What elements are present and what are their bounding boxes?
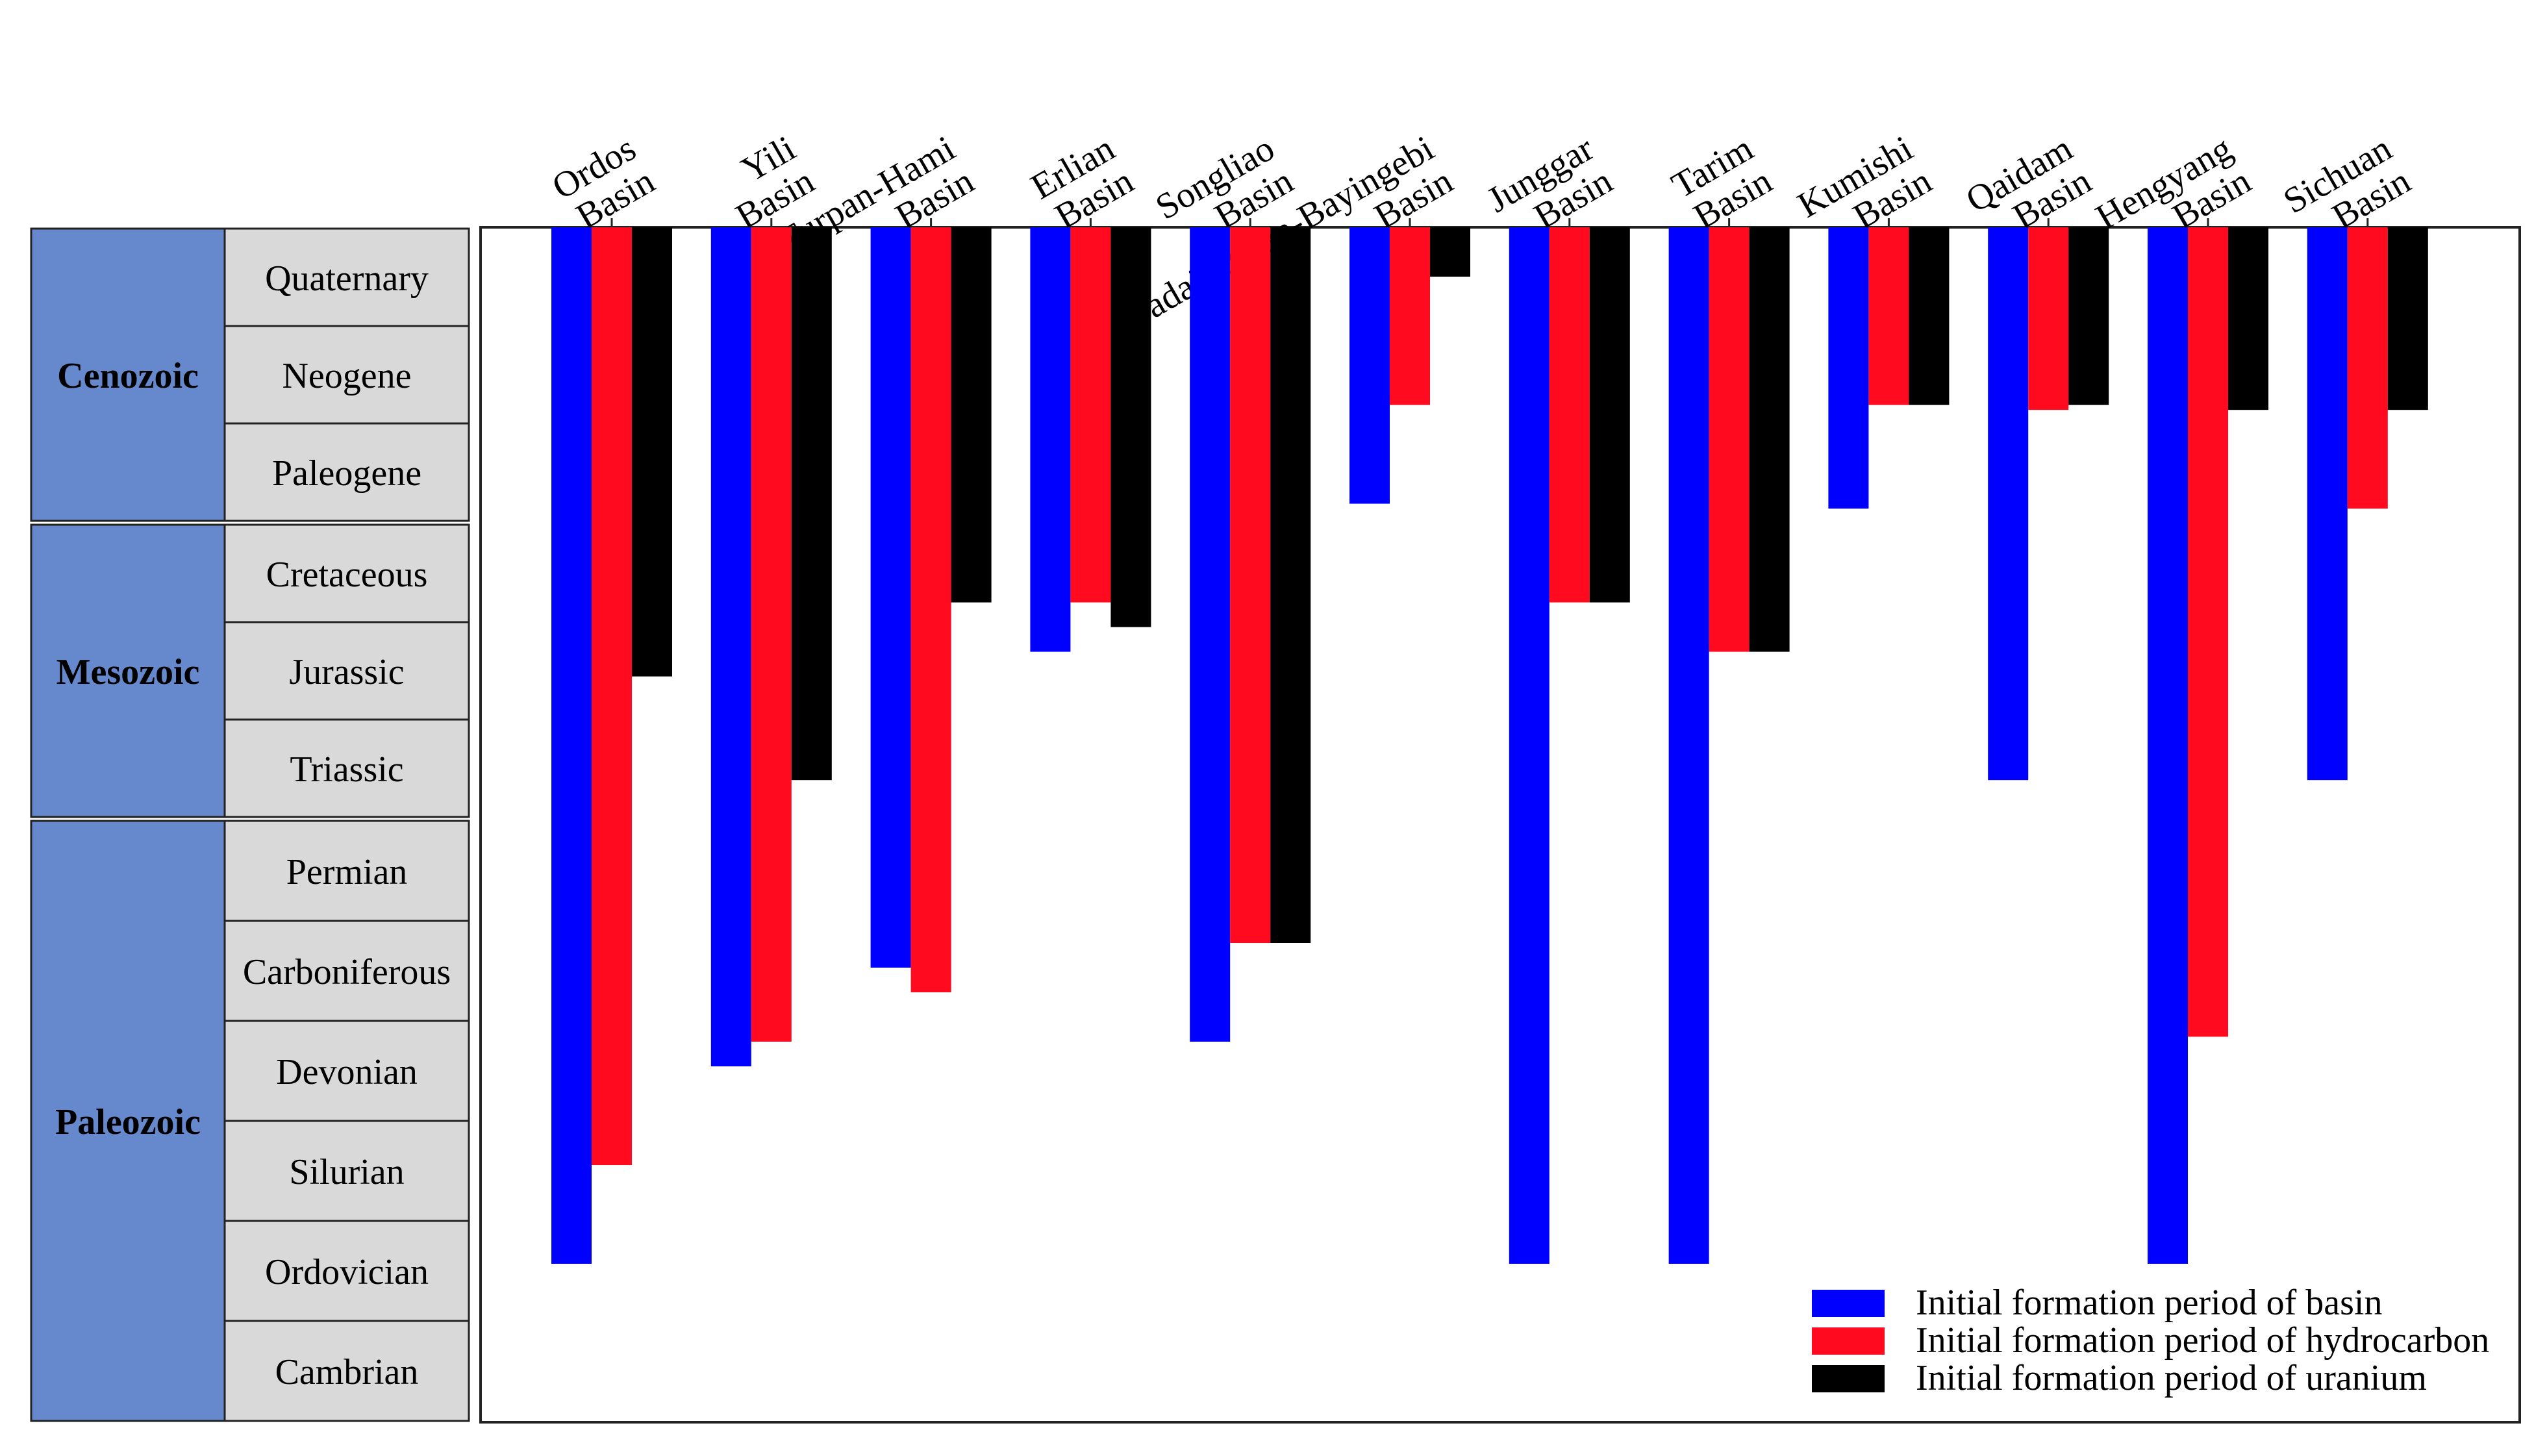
bar-basin-tarim-basin xyxy=(1668,227,1709,1264)
bar-uranium-sichuan-basin xyxy=(2387,227,2428,410)
period-label-jurassic: Jurassic xyxy=(289,652,404,692)
bar-basin-sichuan-basin xyxy=(2307,227,2348,781)
period-label-neogene: Neogene xyxy=(282,356,411,396)
period-label-triassic: Triassic xyxy=(290,749,403,790)
era-label-mesozoic: Mesozoic xyxy=(56,652,200,692)
bar-basin-badain-jaran-bayingebi-basin xyxy=(1349,227,1390,504)
period-label-permian: Permian xyxy=(286,852,408,892)
period-cell-permian xyxy=(223,820,470,922)
x-label-erlian-basin: ErlianBasin xyxy=(1024,128,1140,240)
bar-basin-qaidam-basin xyxy=(1988,227,2029,781)
bar-basin-hengyang-basin xyxy=(2148,227,2188,1264)
bar-basin-erlian-basin xyxy=(1030,227,1071,652)
bar-basin-kumishi-basin xyxy=(1828,227,1869,509)
legend-label-uranium: Initial formation period of uranium xyxy=(1916,1358,2427,1398)
stratigraphic-column: Cenozoic Quaternary Neogene Paleogene Mesozo… xyxy=(30,227,470,1422)
period-label-cretaceous: Cretaceous xyxy=(266,555,428,595)
period-cell-devonian xyxy=(223,1020,470,1122)
period-label-carboniferous: Carboniferous xyxy=(243,952,451,992)
period-label-cambrian: Cambrian xyxy=(275,1352,419,1392)
bar-uranium-junggar-basin xyxy=(1589,227,1630,603)
period-cell-paleogene xyxy=(223,422,470,522)
era-label-cenozoic: Cenozoic xyxy=(57,356,199,396)
x-label-tarim-basin: TarimBasin xyxy=(1665,128,1779,238)
period-cell-carboniferous xyxy=(223,920,470,1022)
bar-basin-turpan-hami-basin xyxy=(870,227,911,968)
bar-uranium-tarim-basin xyxy=(1749,227,1790,652)
period-cell-quaternary xyxy=(223,227,470,327)
bar-uranium-badain-jaran-bayingebi-basin xyxy=(1430,227,1470,277)
bar-basin-ordos-basin xyxy=(551,227,592,1264)
bar-hydrocarbon-qaidam-basin xyxy=(2028,227,2069,410)
bar-hydrocarbon-sichuan-basin xyxy=(2347,227,2388,509)
bar-uranium-ordos-basin xyxy=(632,227,672,677)
svg-text:OrdosBasin: OrdosBasin xyxy=(546,128,662,240)
legend-label-hydrocarbon: Initial formation period of hydrocarbon xyxy=(1916,1320,2489,1361)
bar-uranium-hengyang-basin xyxy=(2228,227,2268,410)
bar-hydrocarbon-yili-basin xyxy=(751,227,792,1042)
bar-uranium-turpan-hami-basin xyxy=(951,227,992,603)
period-label-paleogene: Paleogene xyxy=(272,453,421,494)
era-cell-cenozoic xyxy=(30,227,226,522)
period-cell-silurian xyxy=(223,1120,470,1222)
svg-text:ErlianBasin: ErlianBasin xyxy=(1024,128,1140,240)
era-label-paleozoic: Paleozoic xyxy=(55,1102,201,1142)
bar-hydrocarbon-kumishi-basin xyxy=(1868,227,1909,405)
bars xyxy=(551,227,2428,1264)
bar-hydrocarbon-ordos-basin xyxy=(592,227,632,1165)
bar-uranium-songliao-basin xyxy=(1270,227,1311,943)
bar-hydrocarbon-erlian-basin xyxy=(1070,227,1111,603)
bar-hydrocarbon-turpan-hami-basin xyxy=(910,227,951,992)
bar-hydrocarbon-badain-jaran-bayingebi-basin xyxy=(1390,227,1430,405)
bar-hydrocarbon-songliao-basin xyxy=(1230,227,1271,943)
period-label-devonian: Devonian xyxy=(276,1052,418,1092)
period-cell-cretaceous xyxy=(223,523,470,623)
bar-hydrocarbon-junggar-basin xyxy=(1549,227,1590,603)
bar-basin-songliao-basin xyxy=(1190,227,1231,1042)
bar-basin-junggar-basin xyxy=(1509,227,1550,1264)
era-cell-mesozoic xyxy=(30,523,226,818)
period-cell-triassic xyxy=(223,718,470,818)
x-axis-ticks xyxy=(610,218,2369,227)
bar-hydrocarbon-tarim-basin xyxy=(1709,227,1750,652)
period-label-ordovician: Ordovician xyxy=(265,1252,429,1292)
period-label-silurian: Silurian xyxy=(289,1152,404,1192)
period-cell-ordovician xyxy=(223,1220,470,1322)
bar-uranium-kumishi-basin xyxy=(1909,227,1950,405)
bar-uranium-qaidam-basin xyxy=(2068,227,2109,405)
legend-swatch-uranium xyxy=(1812,1365,1885,1392)
legend-swatch-hydrocarbon xyxy=(1812,1327,1885,1355)
bar-hydrocarbon-hengyang-basin xyxy=(2188,227,2228,1037)
legend-swatch-basin xyxy=(1812,1290,1885,1317)
bar-basin-yili-basin xyxy=(710,227,751,1066)
bar-uranium-erlian-basin xyxy=(1110,227,1151,627)
period-label-quaternary: Quaternary xyxy=(265,258,429,299)
x-label-ordos-basin: OrdosBasin xyxy=(546,128,662,240)
svg-text:TarimBasin: TarimBasin xyxy=(1665,128,1779,238)
bar-uranium-yili-basin xyxy=(791,227,832,781)
era-cell-paleozoic xyxy=(30,820,226,1422)
legend-label-basin: Initial formation period of basin xyxy=(1916,1283,2382,1323)
legend: Initial formation period of basinInitial… xyxy=(1812,1283,2489,1398)
period-cell-neogene xyxy=(223,325,470,425)
period-cell-cambrian xyxy=(223,1320,470,1422)
